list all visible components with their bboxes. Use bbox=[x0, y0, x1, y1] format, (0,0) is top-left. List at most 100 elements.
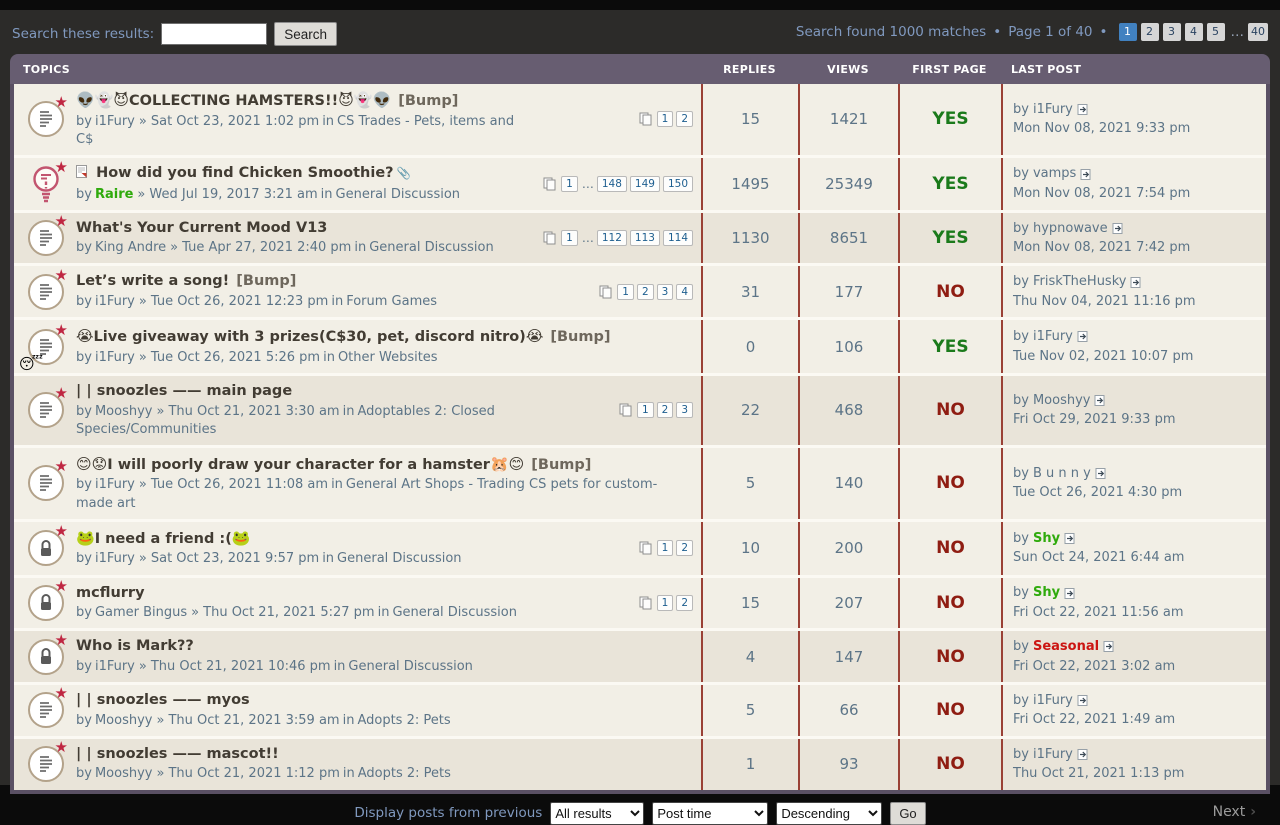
first-page-flag: NO bbox=[936, 592, 965, 613]
topic-author-link[interactable]: i1Fury bbox=[94, 294, 135, 309]
last-post-author-link[interactable]: Mooshyy bbox=[1032, 392, 1091, 408]
last-post-author-link[interactable]: hypnowave bbox=[1032, 220, 1108, 236]
topic-title-link[interactable]: | | snoozles —— myos bbox=[76, 692, 250, 709]
goto-page-button[interactable]: 1 bbox=[561, 175, 578, 192]
goto-last-post-icon[interactable] bbox=[1095, 467, 1107, 480]
topic-author-link[interactable]: i1Fury bbox=[94, 477, 135, 493]
topic-author-link[interactable]: i1Fury bbox=[94, 349, 135, 365]
last-post-author-link[interactable]: i1Fury bbox=[1032, 101, 1073, 117]
goto-page-button[interactable]: 1 bbox=[636, 402, 654, 419]
search-input[interactable] bbox=[161, 23, 268, 45]
last-post-author-link[interactable]: Shy bbox=[1032, 585, 1061, 601]
goto-last-post-icon[interactable] bbox=[1094, 394, 1106, 407]
topic-title-link[interactable]: | | snoozles —— mascot!! bbox=[76, 745, 279, 762]
forum-link[interactable]: General Discussion bbox=[337, 551, 462, 567]
goto-page-button[interactable]: 149 bbox=[629, 175, 660, 192]
goto-page-button[interactable]: 4 bbox=[676, 283, 693, 300]
goto-page-button[interactable]: 2 bbox=[676, 594, 693, 611]
goto-last-post-icon[interactable] bbox=[1064, 532, 1076, 545]
page-number-button[interactable]: 2 bbox=[1140, 23, 1159, 41]
topic-title-link[interactable]: Who is Mark?? bbox=[76, 638, 194, 655]
forum-link[interactable]: Other Websites bbox=[337, 349, 438, 365]
sort-direction-select[interactable]: Descending bbox=[776, 801, 883, 825]
topic-author-link[interactable]: i1Fury bbox=[94, 551, 135, 567]
topic-author-link[interactable]: i1Fury bbox=[94, 658, 135, 674]
last-post-author-link[interactable]: Seasonal bbox=[1032, 639, 1100, 655]
forum-link[interactable]: General Discussion bbox=[369, 240, 494, 256]
first-page-flag: NO bbox=[936, 754, 965, 775]
last-post-author-link[interactable]: i1Fury bbox=[1032, 746, 1073, 762]
forum-link[interactable]: Adopts 2: Pets bbox=[357, 766, 451, 782]
search-button[interactable]: Search bbox=[274, 22, 338, 46]
goto-page-button[interactable]: 2 bbox=[656, 402, 674, 419]
goto-page-button[interactable]: 1 bbox=[656, 540, 674, 557]
last-post-author-link[interactable]: B u n n y bbox=[1032, 465, 1091, 481]
topic-title-link[interactable]: I will poorly draw your character for a … bbox=[107, 456, 490, 473]
sort-field-select[interactable]: Post time bbox=[652, 801, 769, 825]
goto-page-button[interactable]: 3 bbox=[656, 283, 674, 300]
goto-page-button[interactable]: 1 bbox=[561, 230, 578, 247]
topic-author-link[interactable]: Mooshyy bbox=[94, 403, 153, 419]
goto-last-post-icon[interactable] bbox=[1077, 694, 1089, 707]
next-page-link[interactable]: Next › bbox=[1213, 804, 1256, 820]
page-number-button[interactable]: 40 bbox=[1248, 23, 1268, 41]
goto-page-button[interactable]: 114 bbox=[662, 230, 693, 247]
last-post-author-link[interactable]: vamps bbox=[1032, 166, 1077, 182]
topic-author-link[interactable]: i1Fury bbox=[94, 113, 135, 129]
goto-page-button[interactable]: 1 bbox=[617, 283, 634, 300]
goto-last-post-icon[interactable] bbox=[1080, 168, 1092, 181]
topic-title-link[interactable]: | | snoozles —— main page bbox=[76, 382, 293, 399]
page-number-button[interactable]: 4 bbox=[1184, 23, 1203, 41]
topic-title-link[interactable]: COLLECTING HAMSTERS!! bbox=[129, 93, 339, 109]
goto-page-button[interactable]: 2 bbox=[676, 111, 693, 128]
forum-link[interactable]: General Discussion bbox=[348, 658, 473, 674]
byline-separator: » bbox=[138, 658, 147, 674]
forum-link[interactable]: CS Trades - Pets, items and C$ bbox=[76, 113, 515, 147]
last-post-author-link[interactable]: i1Fury bbox=[1032, 692, 1073, 708]
display-range-select[interactable]: All results bbox=[550, 801, 645, 825]
go-button[interactable]: Go bbox=[890, 801, 926, 825]
goto-page-button[interactable]: 3 bbox=[676, 402, 693, 419]
views-count: 140 bbox=[834, 474, 864, 493]
topic-title-link[interactable]: Live giveaway with 3 prizes(C$30, pet, d… bbox=[93, 329, 526, 346]
goto-last-post-icon[interactable] bbox=[1077, 103, 1089, 116]
topic-title-link[interactable]: What's Your Current Mood V13 bbox=[76, 219, 328, 236]
last-post-author-link[interactable]: Shy bbox=[1032, 530, 1061, 546]
goto-page-button[interactable]: 112 bbox=[596, 230, 627, 247]
topic-author-link[interactable]: King Andre bbox=[94, 240, 167, 256]
topic-author-link[interactable]: Mooshyy bbox=[94, 766, 153, 782]
forum-link[interactable]: General Discussion bbox=[335, 186, 461, 202]
topic-title-link[interactable]: How did you find Chicken Smoothie? bbox=[96, 164, 394, 181]
forum-link[interactable]: General Art Shops - Trading CS pets for … bbox=[76, 477, 658, 511]
page-number-button[interactable]: 5 bbox=[1206, 23, 1225, 41]
goto-last-post-icon[interactable] bbox=[1130, 276, 1142, 289]
topic-author-link[interactable]: Raire bbox=[94, 186, 134, 202]
goto-page-button[interactable]: 2 bbox=[676, 540, 693, 557]
goto-page-button[interactable]: 1 bbox=[656, 594, 674, 611]
topic-title-link[interactable]: I need a friend :( bbox=[94, 530, 232, 547]
goto-last-post-icon[interactable] bbox=[1064, 587, 1076, 600]
goto-last-post-icon[interactable] bbox=[1103, 640, 1115, 653]
topic-author-link[interactable]: Mooshyy bbox=[94, 712, 153, 728]
page-number-button[interactable]: 1 bbox=[1118, 23, 1137, 41]
goto-page-button[interactable]: 148 bbox=[596, 175, 627, 192]
topic-row: ★ 😴 ★ bbox=[14, 518, 1266, 575]
goto-last-post-icon[interactable] bbox=[1077, 748, 1089, 761]
goto-last-post-icon[interactable] bbox=[1077, 330, 1089, 343]
topic-title-link[interactable]: Let’s write a song! bbox=[76, 273, 230, 290]
forum-link[interactable]: Forum Games bbox=[346, 294, 438, 309]
last-post-author-link[interactable]: FriskTheHusky bbox=[1032, 274, 1127, 290]
forum-link[interactable]: General Discussion bbox=[392, 605, 517, 621]
last-post-author-link[interactable]: i1Fury bbox=[1032, 329, 1073, 345]
goto-page-button[interactable]: 150 bbox=[662, 175, 693, 192]
goto-page-button[interactable]: 2 bbox=[636, 283, 654, 300]
goto-last-post-icon[interactable] bbox=[1112, 222, 1124, 235]
goto-page-button[interactable]: 1 bbox=[656, 111, 674, 128]
goto-page-button[interactable]: 113 bbox=[629, 230, 660, 247]
topic-title-link[interactable]: mcflurry bbox=[76, 584, 145, 601]
forum-link[interactable]: Adopts 2: Pets bbox=[357, 712, 451, 728]
replies-count: 5 bbox=[745, 474, 756, 493]
page-number-button[interactable]: 3 bbox=[1162, 23, 1181, 41]
forum-link[interactable]: Adoptables 2: Closed Species/Communities bbox=[76, 403, 495, 437]
topic-author-link[interactable]: Gamer Bingus bbox=[94, 605, 188, 621]
